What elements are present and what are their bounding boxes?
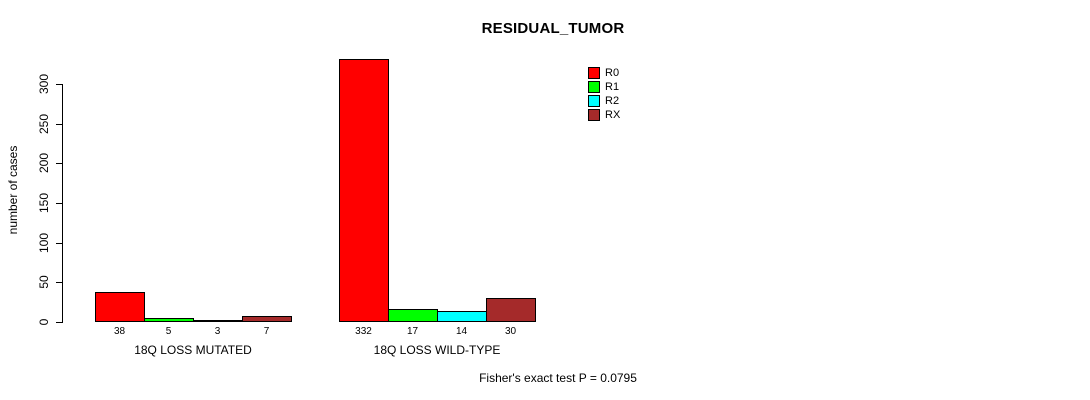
legend-swatch-rx-icon [588, 108, 600, 121]
y-axis-tick-label: 200 [37, 152, 51, 174]
legend-label: R2 [605, 94, 620, 107]
y-axis-title: number of cases [6, 145, 20, 235]
bar-r0-group2 [339, 59, 389, 322]
bar-value-label: 17 [406, 326, 419, 337]
legend-label: RX [605, 108, 621, 121]
bar-r2-group2 [437, 311, 487, 322]
y-axis-tick [56, 163, 62, 164]
y-axis-tick [56, 203, 62, 204]
y-axis-tick [56, 84, 62, 85]
legend-item-r0: R0 [588, 66, 620, 79]
y-axis-tick-label: 150 [37, 192, 51, 214]
bar-r0-group1 [95, 292, 145, 322]
legend-swatch-r2-icon [588, 94, 600, 107]
legend-swatch-r1-icon [588, 80, 600, 93]
legend-item-r1: R1 [588, 80, 620, 93]
bar-value-label: 14 [455, 326, 468, 337]
y-axis-tick [56, 124, 62, 125]
x-axis-group-label: 18Q LOSS MUTATED [134, 343, 252, 357]
y-axis-line [62, 84, 63, 323]
y-axis-tick [56, 243, 62, 244]
bar-value-label: 30 [504, 326, 517, 337]
bar-r2-group1 [193, 320, 243, 322]
bar-value-label: 5 [165, 326, 172, 337]
y-axis-tick-label: 300 [37, 73, 51, 95]
legend-item-rx: RX [588, 108, 620, 121]
stat-test-annotation: Fisher's exact test P = 0.0795 [479, 371, 637, 385]
legend-item-r2: R2 [588, 94, 620, 107]
bar-rx-group2 [486, 298, 536, 322]
bar-r1-group1 [144, 318, 194, 322]
y-axis-tick-label: 250 [37, 113, 51, 135]
bar-rx-group1 [242, 316, 292, 322]
y-axis-tick [56, 282, 62, 283]
chart-title: RESIDUAL_TUMOR [481, 20, 625, 37]
bar-value-label: 7 [263, 326, 270, 337]
bar-r1-group2 [388, 309, 438, 322]
bar-value-label: 3 [214, 326, 221, 337]
y-axis-tick-label: 50 [37, 275, 51, 289]
y-axis-tick [56, 322, 62, 323]
bar-value-label: 332 [355, 326, 372, 337]
legend-swatch-r0-icon [588, 66, 600, 79]
legend: R0 R1 R2 RX [588, 66, 620, 122]
y-axis-tick-label: 100 [37, 232, 51, 254]
bar-value-label: 38 [113, 326, 126, 337]
y-axis-tick-label: 0 [37, 318, 51, 326]
legend-label: R0 [605, 66, 620, 79]
x-axis-group-label: 18Q LOSS WILD-TYPE [373, 343, 501, 357]
legend-label: R1 [605, 80, 620, 93]
